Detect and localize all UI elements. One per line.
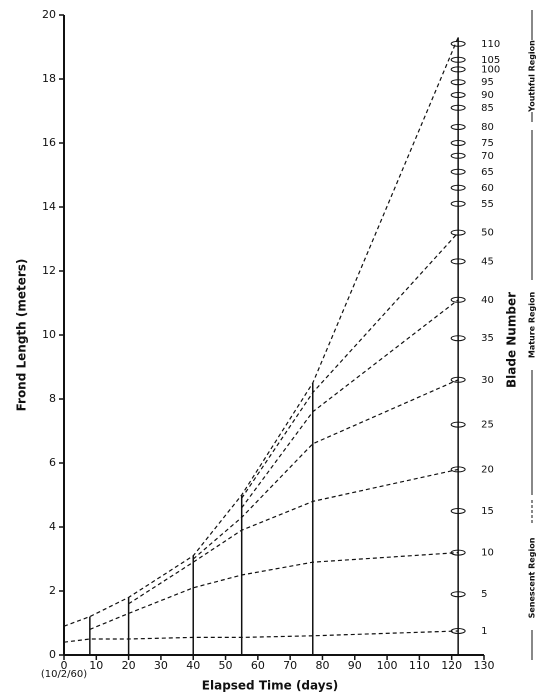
blade xyxy=(450,549,466,556)
x-tick-label: 80 xyxy=(315,659,329,672)
blade xyxy=(450,184,466,191)
blade xyxy=(450,258,466,265)
blade-number: 30 xyxy=(481,375,494,386)
blade-number: 10 xyxy=(481,548,494,559)
y-axis-label: Frond Length (meters) xyxy=(15,259,29,412)
blade xyxy=(450,335,466,342)
blade xyxy=(450,168,466,175)
blade xyxy=(450,66,466,73)
blade xyxy=(450,124,466,130)
series-line xyxy=(128,468,459,605)
blade-number: 75 xyxy=(481,138,494,149)
x-tick-label: 50 xyxy=(219,659,233,672)
x-tick-label: 30 xyxy=(154,659,168,672)
blade-number: 40 xyxy=(481,295,494,306)
series-line xyxy=(89,552,459,630)
y-tick-label: 2 xyxy=(49,584,56,597)
x-tick-label: 60 xyxy=(251,659,265,672)
blade xyxy=(450,376,466,383)
blade-number: 90 xyxy=(481,90,494,101)
y-tick-label: 10 xyxy=(42,328,56,341)
blade-number: 35 xyxy=(481,333,494,344)
y-tick-label: 6 xyxy=(49,456,56,469)
blade xyxy=(450,508,466,514)
blade-number: 105 xyxy=(481,55,500,66)
blade xyxy=(450,200,466,207)
region-label: Mature Region xyxy=(528,292,537,359)
x-tick-label: 10 xyxy=(89,659,103,672)
x-tick-label: 40 xyxy=(186,659,200,672)
blade xyxy=(450,92,466,98)
blade-number: 65 xyxy=(481,167,494,178)
x-annotation: (10/2/60) xyxy=(41,669,87,680)
series-line xyxy=(192,379,459,560)
x-tick-label: 130 xyxy=(474,659,495,672)
y-tick-label: 16 xyxy=(42,136,56,149)
blade xyxy=(450,296,466,303)
blade-number: 25 xyxy=(481,420,494,431)
blade-number: 85 xyxy=(481,103,494,114)
x-axis-label: Elapsed Time (days) xyxy=(202,679,338,693)
y-tick-label: 4 xyxy=(49,520,56,533)
y-tick-label: 20 xyxy=(42,8,56,21)
series-line xyxy=(241,232,459,499)
blade xyxy=(450,104,466,111)
blade-number: 70 xyxy=(481,151,494,162)
blade-number: 100 xyxy=(481,64,500,75)
x-tick-label: 90 xyxy=(348,659,362,672)
blade-number: 55 xyxy=(481,199,494,210)
blade xyxy=(450,79,466,86)
y-tick-label: 18 xyxy=(42,72,56,85)
blade-number: 45 xyxy=(481,256,494,267)
right-label: Blade Number xyxy=(505,292,519,388)
blade-number: 60 xyxy=(481,183,494,194)
y-tick-label: 0 xyxy=(49,648,56,661)
y-tick-label: 8 xyxy=(49,392,56,405)
blade-number: 1 xyxy=(481,626,487,637)
x-tick-label: 100 xyxy=(377,659,398,672)
blade-number: 80 xyxy=(481,122,494,133)
blade xyxy=(450,140,466,146)
blade-number: 95 xyxy=(481,77,494,88)
blade xyxy=(450,40,466,47)
x-tick-label: 120 xyxy=(441,659,462,672)
blade-number: 15 xyxy=(481,506,494,517)
blade xyxy=(450,466,466,473)
blade xyxy=(450,591,466,598)
blade xyxy=(450,229,466,236)
x-tick-label: 110 xyxy=(409,659,430,672)
blade xyxy=(450,628,466,634)
y-tick-label: 14 xyxy=(42,200,56,213)
blade-number: 110 xyxy=(481,39,500,50)
region-label: Youthful Region xyxy=(528,40,537,113)
y-tick-label: 12 xyxy=(42,264,56,277)
x-tick-label: 0 xyxy=(61,659,68,672)
blade xyxy=(450,421,466,428)
blade-number: 50 xyxy=(481,228,494,239)
blade xyxy=(450,56,466,63)
series-line xyxy=(63,37,459,627)
series-line xyxy=(63,630,459,643)
region-label: Senescent Region xyxy=(528,537,537,618)
x-tick-label: 20 xyxy=(122,659,136,672)
blade-number: 5 xyxy=(481,589,487,600)
series-line xyxy=(241,299,459,509)
x-tick-label: 70 xyxy=(283,659,297,672)
blade-number: 20 xyxy=(481,464,494,475)
blade xyxy=(450,152,466,159)
